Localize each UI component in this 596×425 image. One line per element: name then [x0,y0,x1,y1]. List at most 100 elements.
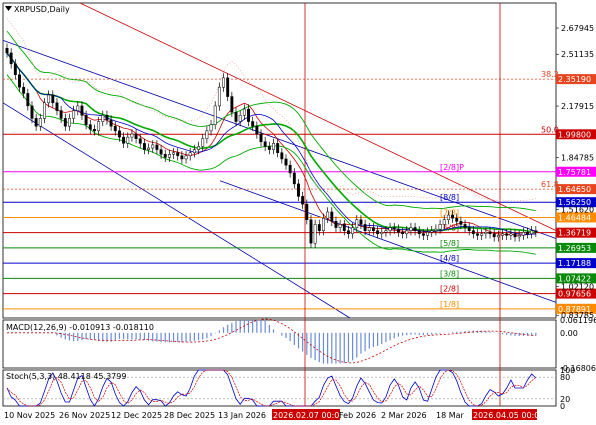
fib-level-label: 61.8 [541,180,559,189]
level-price-box [556,212,596,223]
macd-signal-line [7,318,536,364]
candle-body [59,110,63,119]
fib-level-label: 38.2 [541,70,559,79]
candle-body [417,230,421,235]
level-price-label: 1.75781 [558,168,591,177]
candle-body [55,102,59,111]
candle-body [509,233,513,236]
candle-body [376,230,380,235]
candle-body [521,231,525,236]
level-price-label: 1.99800 [558,130,591,139]
level-price-label: 0.87891 [558,305,591,314]
candle-body [30,105,34,119]
candle-body [197,146,200,150]
candle-body [9,52,13,65]
time-axis-label: 18 Mar [436,411,465,420]
stoch-d-line [6,369,537,407]
candle-body [359,219,363,225]
candle-body [163,154,167,158]
level-price-label: 1.07422 [558,274,591,283]
stoch-panel-frame [2,369,557,407]
level-price-label: 1.56250 [558,198,591,207]
candle-body [409,227,413,231]
time-axis-label: Feb 2026 [339,411,376,420]
time-axis-label: 28 Dec 2025 [164,411,215,420]
macd-tick-label: -0.168064 [560,364,596,373]
murrey-level-label: [2/8]P [440,163,464,172]
candle-body [151,144,155,149]
level-price-box [556,74,596,85]
candle-body [284,158,288,166]
stoch-label: Stoch(5,3,3) 48.4118 45.3799 [6,372,126,381]
candle-body [205,130,209,139]
candle-body [363,224,367,231]
symbol-triangle-icon [5,6,12,11]
candle-body [117,130,121,138]
price-axis: 2.67945 2.51135 2.17915 1.84785 1.51620 1.021… [556,24,594,320]
macd-histogram: 0.061196 0.00 -0.168064 [7,316,596,373]
candle-body [263,141,267,147]
candle-body [134,133,138,139]
macd-panel-frame [2,319,557,369]
time-axis-label: 2 Mar 2026 [381,411,427,420]
level-price-box [556,197,596,208]
price-tick-label: 1.51620 [561,205,594,214]
candle-body [501,233,504,236]
candle-body [76,105,80,111]
candle-body [84,115,88,125]
time-axis-label: 2026.04.05 00:00 [473,411,544,420]
candle-body [176,152,180,157]
price-tick-label: 1.84785 [561,154,594,163]
time-axis-label: 26 Nov 2025 [59,411,110,420]
candle-body [88,124,92,130]
candle-body [43,102,46,119]
candle-body [392,227,396,230]
candle-body [255,125,259,135]
ma-red-line [6,52,536,236]
candle-body [459,221,463,225]
fib-level-label: 50.0 [541,125,559,134]
level-price-box [556,129,596,140]
candle-body [530,230,534,235]
candle-body [13,63,17,75]
candle-body [384,230,388,233]
candle-body [155,144,159,150]
candle-body [476,233,479,236]
candle-body [334,221,338,228]
candle-body [505,233,509,236]
time-axis-label: 10 Nov 2025 [4,411,55,420]
candle-body [272,143,275,150]
candle-body [280,152,284,160]
candle-body [526,231,529,235]
symbol-label: XRPUSD,Daily [14,5,70,14]
envelope-line [6,18,536,202]
candle-body [147,147,151,150]
candle-body [226,77,230,97]
time-label-highlight [472,409,537,420]
candle-body [388,227,392,231]
candle-body [288,164,292,174]
candle-body [517,235,521,238]
candle-body [313,224,317,244]
murrey-level-label: [2/8] [440,285,459,294]
candle-body [213,105,217,125]
time-axis-label: 12 Dec 2025 [111,411,162,420]
candle-body [47,94,51,104]
band-lower-line [6,74,536,255]
candle-body [438,224,442,230]
level-price-label: 1.46484 [558,213,591,222]
candle-body [401,231,405,235]
time-axis: 10 Nov 2025 26 Nov 2025 12 Dec 2025 28 Dec … [4,409,544,420]
price-indicators [6,18,536,255]
candle-body [192,149,196,153]
channel-line-upper [2,40,557,239]
candle-body [451,214,455,219]
candle-body [109,119,113,127]
main-panel-frame [2,2,557,319]
channel-line-lower [2,102,351,319]
candle-body [51,94,55,104]
time-label-highlight [272,409,340,420]
candle-body [26,93,30,107]
candle-body [463,224,467,228]
